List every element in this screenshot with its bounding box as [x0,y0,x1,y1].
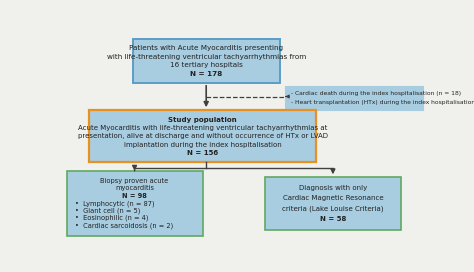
Text: Biopsy proven acute: Biopsy proven acute [100,178,169,184]
Text: criteria (Lake Louise Criteria): criteria (Lake Louise Criteria) [282,205,383,212]
FancyBboxPatch shape [89,110,316,162]
Text: 16 tertiary hospitals: 16 tertiary hospitals [170,62,243,68]
Text: - Cardiac death during the index hospitalisation (n = 18): - Cardiac death during the index hospita… [291,91,461,96]
Text: •  Eosinophilic (n = 4): • Eosinophilic (n = 4) [75,215,148,221]
Text: N = 156: N = 156 [187,150,218,156]
Text: N = 98: N = 98 [122,193,147,199]
Text: myocarditis: myocarditis [115,186,154,191]
Text: •  Giant cell (n = 5): • Giant cell (n = 5) [75,208,140,214]
Text: presentation, alive at discharge and without occurrence of HTx or LVAD: presentation, alive at discharge and wit… [78,133,328,139]
Text: N = 178: N = 178 [190,71,222,77]
Text: - Heart transplantation (HTx) during the index hospitalisation (n = 4): - Heart transplantation (HTx) during the… [291,100,474,106]
Text: Cardiac Magnetic Resonance: Cardiac Magnetic Resonance [283,195,383,201]
Text: Study population: Study population [168,117,237,123]
Text: N = 58: N = 58 [320,216,346,222]
FancyBboxPatch shape [265,177,401,230]
Text: Diagnosis with only: Diagnosis with only [299,185,367,191]
FancyBboxPatch shape [285,86,423,110]
Text: implantation during the index hospitalisation: implantation during the index hospitalis… [124,142,282,148]
Text: •  Lymphocytic (n = 87): • Lymphocytic (n = 87) [75,200,155,206]
Text: •  Cardiac sarcoidosis (n = 2): • Cardiac sarcoidosis (n = 2) [75,222,173,229]
FancyBboxPatch shape [133,39,280,83]
Text: Patients with Acute Myocarditis presenting: Patients with Acute Myocarditis presenti… [129,45,283,51]
Text: with life-threatening ventricular tachyarrhythmias from: with life-threatening ventricular tachya… [107,54,306,60]
Text: Acute Myocarditis with life-threatening ventricular tachyarrhythmias at: Acute Myocarditis with life-threatening … [78,125,327,131]
FancyBboxPatch shape [66,171,202,236]
